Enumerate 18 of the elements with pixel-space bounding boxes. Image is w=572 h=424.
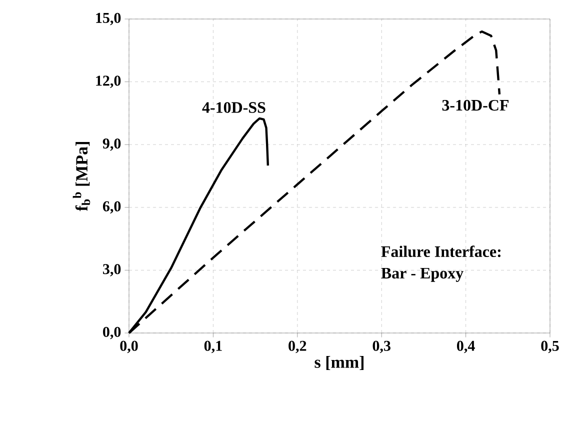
x-tick-label: 0,3 bbox=[372, 340, 390, 354]
series-label: 3-10D-CF bbox=[442, 100, 508, 111]
series-label: 4-10D-SS bbox=[202, 102, 266, 113]
annotation: Failure Interface: bbox=[381, 246, 500, 258]
y-axis-title: f$_{b}$$^{b}$ [MPa] bbox=[72, 142, 90, 212]
y-tick-label: 9,0 bbox=[102, 138, 121, 151]
x-axis-title: s [mm] bbox=[314, 356, 364, 370]
y-tick-label: 6,0 bbox=[102, 201, 121, 214]
x-tick-label: 0,0 bbox=[120, 340, 138, 354]
y-tick-label: 15,0 bbox=[96, 12, 121, 26]
annotation: Bar - Epoxy bbox=[381, 268, 464, 282]
y-tick-label: 12,0 bbox=[96, 76, 121, 88]
x-tick-label: 0,2 bbox=[288, 340, 306, 354]
x-tick-label: 0,1 bbox=[204, 340, 222, 354]
y-tick-label: 0,0 bbox=[103, 326, 121, 340]
x-tick-label: 0,4 bbox=[456, 340, 475, 354]
y-tick-label: 3,0 bbox=[103, 264, 121, 276]
x-tick-label: 0,5 bbox=[541, 340, 559, 354]
